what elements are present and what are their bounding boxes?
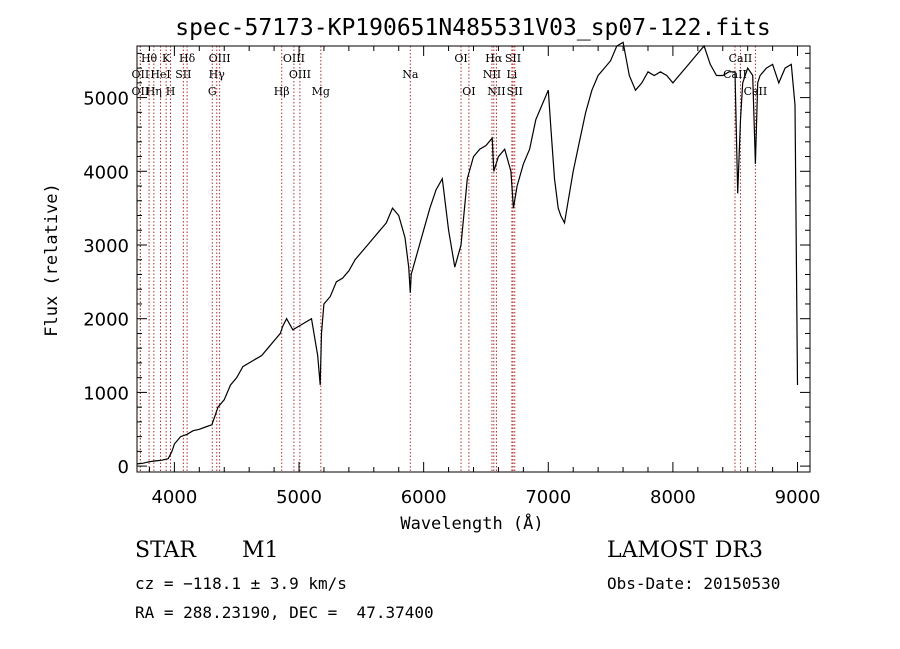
line-label: Mg [312, 85, 330, 98]
line-label: OI [462, 85, 475, 98]
line-label: Hβ [274, 85, 290, 98]
y-tick-label: 2000 [83, 310, 129, 331]
line-label: Hδ [179, 52, 196, 65]
observation-date: Obs-Date: 20150530 [607, 574, 781, 593]
line-label: Na [402, 68, 419, 81]
line-label: OII [132, 68, 150, 81]
x-tick-label: 4000 [151, 487, 197, 508]
line-label: OI [454, 52, 467, 65]
line-label: OIII [283, 52, 305, 65]
line-label: Hη [146, 85, 162, 98]
line-label: CaII [729, 52, 753, 65]
chart-title: spec-57173-KP190651N485531V03_sp07-122.f… [175, 15, 770, 41]
line-label: CaII [744, 85, 768, 98]
line-label: SII [505, 52, 521, 65]
line-label: Hα [485, 52, 503, 65]
object-class: STAR [135, 538, 196, 563]
line-label: Hγ [209, 68, 226, 81]
survey-name: LAMOST DR3 [607, 538, 763, 563]
x-tick-label: 5000 [276, 487, 322, 508]
coordinates: RA = 288.23190, DEC = 47.37400 [135, 603, 434, 622]
y-tick-label: 0 [118, 457, 129, 478]
line-label: OII [132, 85, 150, 98]
x-tick-label: 8000 [650, 487, 696, 508]
y-tick-label: 5000 [83, 89, 129, 110]
x-axis: 4000 5000 6000 7000 8000 9000 [148, 46, 821, 508]
x-tick-label: 9000 [775, 487, 821, 508]
y-axis-label: Flux (relative) [42, 183, 62, 337]
line-label: SII [507, 85, 523, 98]
line-label: K [162, 52, 171, 65]
x-axis-label: Wavelength (Å) [400, 512, 543, 534]
line-label: NII [487, 85, 505, 98]
spectral-line-markers [139, 46, 756, 472]
line-label: OIII [289, 68, 311, 81]
line-label: HeI [150, 68, 170, 81]
plot-frame [136, 45, 811, 473]
line-label: OIII [209, 52, 231, 65]
line-label: G [208, 85, 217, 98]
y-tick-label: 1000 [83, 383, 129, 404]
x-tick-label: 6000 [401, 487, 447, 508]
redshift-cz: cz = −118.1 ± 3.9 km/s [135, 574, 347, 593]
line-label: Li [506, 68, 517, 81]
line-label: NII [483, 68, 501, 81]
line-label: SII [175, 68, 191, 81]
object-subclass: M1 [242, 538, 279, 563]
line-label: Hθ [141, 52, 158, 65]
y-axis: 0 1000 2000 3000 4000 5000 [83, 52, 810, 478]
y-tick-label: 4000 [83, 162, 129, 183]
spectrum-series-line [136, 41, 799, 465]
y-tick-label: 3000 [83, 236, 129, 257]
line-label: H [166, 85, 176, 98]
x-tick-label: 7000 [525, 487, 571, 508]
